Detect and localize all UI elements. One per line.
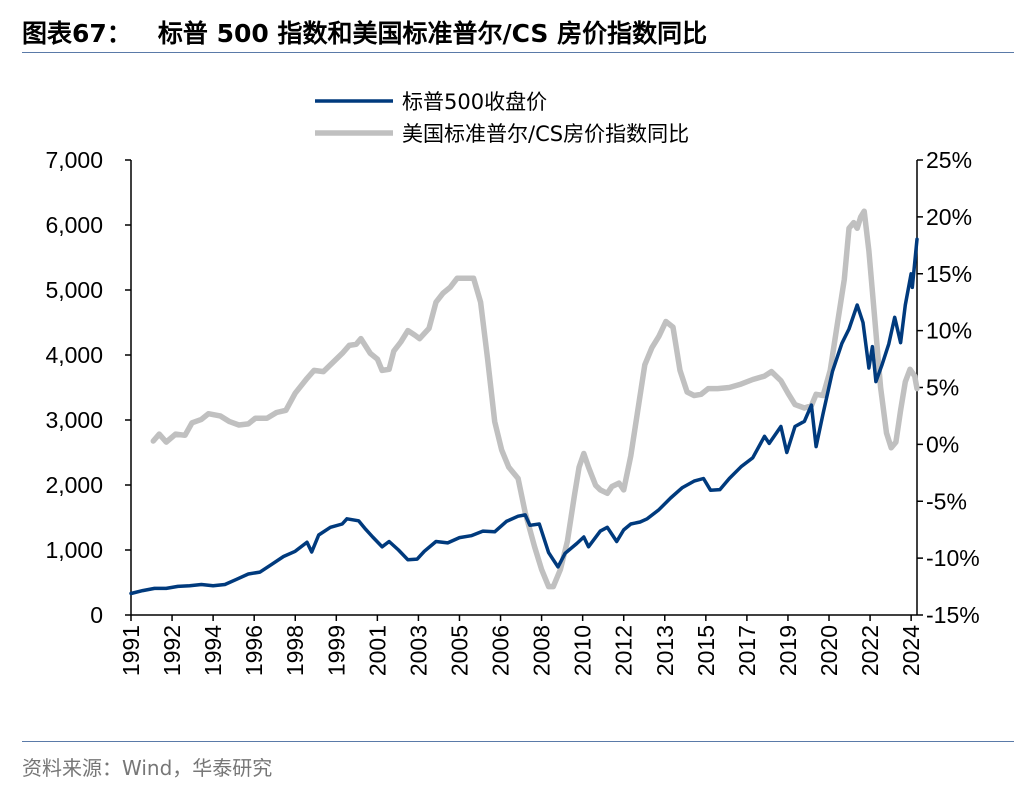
legend-label: 美国标准普尔/CS房价指数同比: [402, 122, 689, 146]
right-tick-label: 25%: [926, 147, 972, 173]
x-tick-label: 2022: [857, 625, 883, 676]
series-line-hpi-yoy: [150, 208, 920, 590]
x-tick-label: 2015: [693, 625, 719, 676]
figure-title: 图表67： 标普 500 指数和美国标准普尔/CS 房价指数同比: [22, 19, 708, 48]
right-tick-label: -5%: [926, 488, 967, 514]
x-tick-label: 1992: [159, 625, 185, 676]
x-tick-label: 1998: [282, 625, 308, 676]
x-tick-label: 2012: [611, 625, 637, 676]
x-tick-label: 2024: [898, 625, 924, 676]
left-tick-label: 7,000: [45, 147, 103, 173]
right-tick-label: 0%: [926, 431, 959, 457]
x-tick-label: 1991: [118, 625, 144, 676]
source-divider: [22, 741, 1014, 742]
x-tick-label: 2008: [529, 625, 555, 676]
x-tick-label: 2013: [652, 625, 678, 676]
x-tick-label: 1996: [241, 625, 267, 676]
x-tick-label: 1994: [200, 625, 226, 676]
right-tick-label: 10%: [926, 318, 972, 344]
x-tick-label: 2005: [446, 625, 472, 676]
x-tick-label: 2003: [405, 625, 431, 676]
left-tick-label: 2,000: [45, 472, 103, 498]
title-divider: [22, 52, 1014, 53]
series-line-sp500: [129, 237, 919, 596]
right-tick-label: 5%: [926, 375, 959, 401]
right-tick-label: 15%: [926, 261, 972, 287]
source-note: 资料来源：Wind，华泰研究: [22, 756, 273, 780]
x-tick-label: 2001: [364, 625, 390, 676]
x-tick-label: 2006: [488, 625, 514, 676]
left-tick-label: 3,000: [45, 407, 103, 433]
right-tick-label: -10%: [926, 545, 980, 571]
right-tick-label: 20%: [926, 204, 972, 230]
x-tick-label: 2017: [734, 625, 760, 676]
left-tick-label: 4,000: [45, 342, 103, 368]
x-tick-label: 2020: [816, 625, 842, 676]
legend-label: 标普500收盘价: [402, 90, 547, 114]
left-tick-label: 1,000: [45, 537, 103, 563]
left-tick-label: 5,000: [45, 277, 103, 303]
left-tick-label: 0: [90, 602, 103, 628]
x-tick-label: 1999: [323, 625, 349, 676]
left-tick-label: 6,000: [45, 212, 103, 238]
x-tick-label: 2019: [775, 625, 801, 676]
x-tick-label: 2010: [570, 625, 596, 676]
right-tick-label: -15%: [926, 602, 980, 628]
